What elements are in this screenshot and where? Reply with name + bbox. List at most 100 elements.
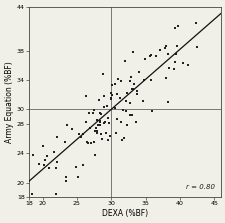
Point bbox=[92, 108, 95, 112]
Point bbox=[76, 132, 80, 136]
Point bbox=[65, 123, 68, 127]
Point bbox=[107, 134, 111, 138]
Point bbox=[104, 131, 108, 135]
Point bbox=[132, 82, 135, 85]
Point bbox=[114, 131, 117, 134]
Point bbox=[85, 140, 88, 143]
Point bbox=[54, 192, 58, 195]
Point bbox=[119, 138, 123, 142]
Point bbox=[122, 136, 125, 139]
Point bbox=[134, 92, 138, 95]
Point bbox=[89, 142, 93, 145]
Point bbox=[84, 94, 88, 98]
Point bbox=[165, 52, 169, 56]
Point bbox=[194, 21, 197, 25]
Point bbox=[94, 118, 98, 121]
Point bbox=[79, 135, 83, 139]
Point bbox=[107, 121, 110, 125]
Point bbox=[123, 109, 127, 113]
Point bbox=[118, 80, 122, 83]
Point bbox=[149, 53, 152, 56]
Point bbox=[98, 132, 102, 136]
Point bbox=[158, 48, 161, 52]
Point bbox=[130, 87, 133, 91]
Point bbox=[120, 108, 124, 112]
Point bbox=[142, 78, 145, 82]
Point bbox=[173, 27, 176, 30]
Point bbox=[165, 100, 169, 103]
Point bbox=[97, 120, 101, 124]
Point bbox=[115, 118, 118, 121]
Point bbox=[63, 140, 66, 144]
Point bbox=[99, 112, 103, 116]
Point bbox=[54, 166, 58, 169]
Point bbox=[185, 64, 189, 67]
Point bbox=[94, 131, 98, 135]
Point bbox=[75, 175, 79, 178]
Point bbox=[86, 141, 89, 145]
Point bbox=[102, 95, 105, 98]
Point bbox=[93, 129, 96, 132]
Point bbox=[52, 150, 55, 154]
Point bbox=[134, 120, 137, 124]
Point bbox=[181, 61, 184, 65]
Point bbox=[98, 120, 102, 123]
Point bbox=[108, 96, 112, 99]
Point bbox=[64, 179, 67, 183]
Point bbox=[110, 83, 113, 87]
Point bbox=[124, 99, 127, 103]
Point bbox=[87, 111, 90, 114]
Point bbox=[113, 106, 116, 110]
Point bbox=[173, 60, 176, 63]
Point bbox=[70, 127, 73, 131]
Point bbox=[91, 111, 95, 115]
Point bbox=[110, 93, 114, 97]
Point bbox=[130, 51, 134, 54]
Point bbox=[148, 79, 152, 82]
Point bbox=[31, 153, 35, 157]
Point bbox=[109, 91, 113, 95]
Point bbox=[43, 158, 47, 162]
Point bbox=[113, 82, 117, 85]
Point bbox=[128, 80, 131, 83]
Point bbox=[124, 91, 128, 95]
Point bbox=[55, 160, 58, 163]
Point bbox=[163, 46, 166, 50]
Point bbox=[129, 76, 133, 79]
Point bbox=[163, 77, 167, 80]
Point bbox=[154, 55, 157, 58]
Point bbox=[64, 175, 68, 179]
Point bbox=[88, 126, 91, 130]
Point bbox=[81, 163, 84, 167]
Point bbox=[123, 60, 127, 63]
Point bbox=[125, 123, 128, 127]
Point bbox=[45, 154, 48, 158]
Point bbox=[41, 144, 45, 148]
Point bbox=[84, 120, 87, 124]
Point bbox=[93, 153, 97, 156]
Point bbox=[81, 132, 85, 135]
Point bbox=[55, 135, 58, 139]
Point bbox=[103, 121, 106, 124]
Point bbox=[127, 113, 131, 116]
Point bbox=[147, 54, 151, 58]
Point bbox=[102, 105, 106, 109]
Point bbox=[141, 99, 144, 102]
Point bbox=[149, 109, 153, 112]
Point bbox=[94, 126, 97, 130]
Point bbox=[47, 166, 50, 170]
Point bbox=[194, 45, 198, 49]
Point bbox=[100, 138, 104, 141]
Point bbox=[175, 25, 179, 28]
Point bbox=[134, 89, 138, 93]
Point bbox=[115, 92, 118, 96]
Point bbox=[91, 140, 95, 144]
Point bbox=[166, 66, 170, 70]
Point bbox=[98, 123, 101, 126]
Point bbox=[101, 72, 105, 76]
Point bbox=[42, 163, 46, 167]
Point bbox=[119, 121, 123, 124]
Point bbox=[175, 44, 178, 47]
X-axis label: DEXA (%BF): DEXA (%BF) bbox=[101, 209, 147, 218]
Y-axis label: Army Equation (%BF): Army Equation (%BF) bbox=[5, 61, 14, 143]
